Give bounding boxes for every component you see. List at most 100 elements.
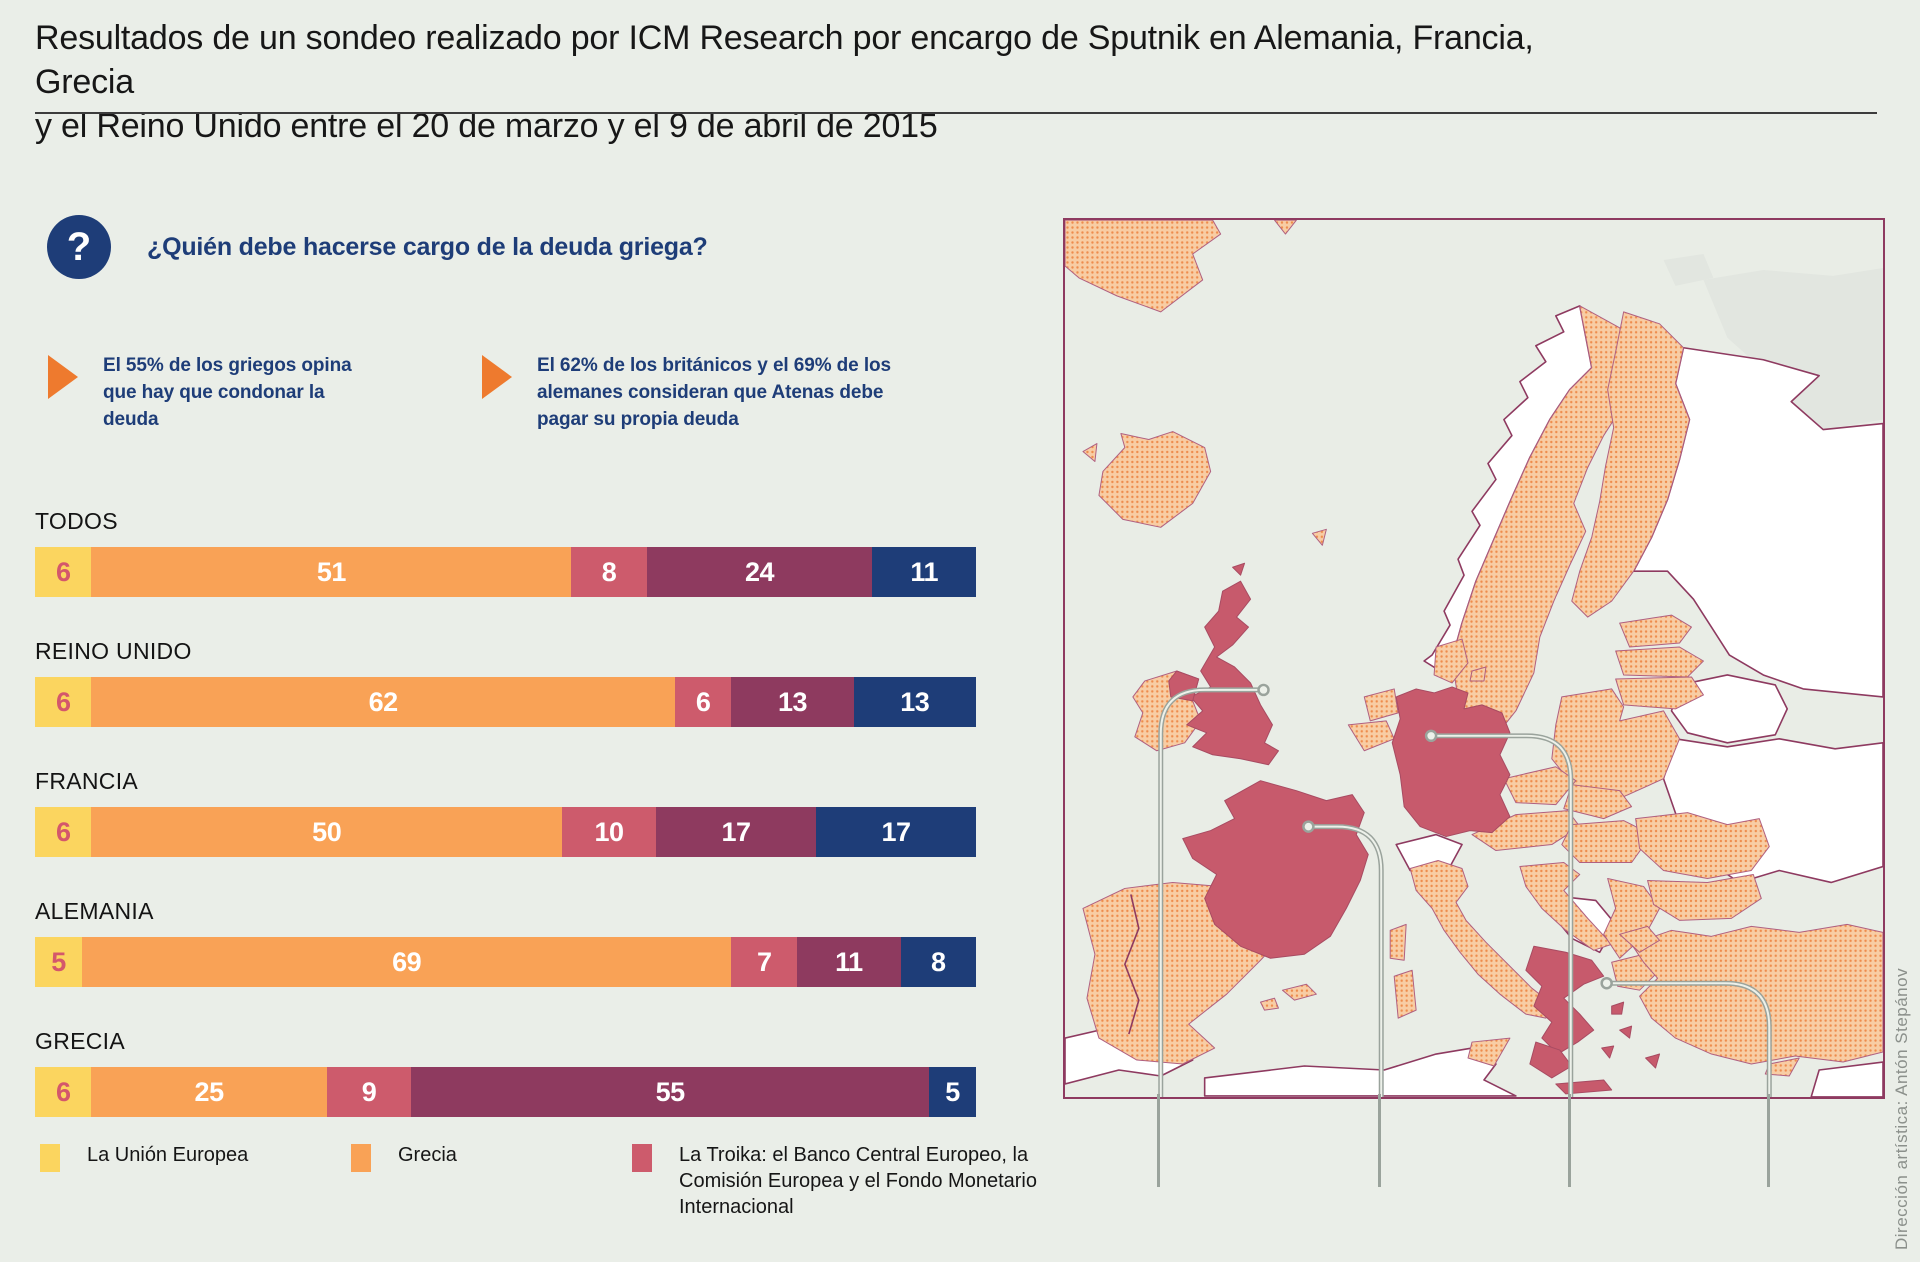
bar-segment: 62 (91, 677, 675, 727)
bar-segment-value: 7 (756, 946, 772, 977)
legend-item-eu: La Unión Europea (40, 1142, 248, 1172)
stacked-bar: 6 62 6 13 13 (35, 677, 976, 727)
page-title-line-1: Resultados de un sondeo realizado por IC… (35, 19, 1534, 101)
bar-category-label: GRECIA (35, 1028, 125, 1054)
bar-segment-value: 24 (745, 556, 775, 587)
bar-group: REINO UNIDO 6 62 6 13 13 (35, 638, 976, 727)
map-callout-dot-germany (1424, 729, 1438, 743)
bar-segment-value: 5 (945, 1076, 960, 1107)
bar-segment: 6 (35, 807, 92, 857)
legend-item-grecia: Grecia (351, 1142, 457, 1172)
bar-segment: 7 (731, 937, 798, 987)
bar-segment: 6 (35, 547, 92, 597)
bar-category-label: REINO UNIDO (35, 638, 192, 664)
map-country-netherlands (1363, 688, 1399, 722)
bar-segment-value: 10 (594, 816, 624, 847)
bar-segment-value: 17 (721, 816, 752, 847)
bar-segment-value: 13 (777, 686, 808, 717)
stacked-bar: 5 69 7 11 8 (35, 937, 976, 987)
map-country-romania (1635, 812, 1770, 879)
page-title: Resultados de un sondeo realizado por IC… (35, 16, 1555, 148)
map-country-greece (1525, 945, 1605, 1055)
legend-label: Grecia (398, 1144, 457, 1166)
bar-segment: 5 (928, 1067, 976, 1117)
legend-label: La Unión Europea (87, 1144, 249, 1166)
arrow-right-icon (48, 355, 78, 399)
bar-segment-value: 6 (695, 686, 711, 717)
bar-segment: 6 (35, 1067, 92, 1117)
bar-segment-value: 6 (55, 556, 71, 587)
question-mark-glyph: ? (66, 224, 92, 269)
bar-segment: 69 (82, 937, 732, 987)
bar-segment-value: 9 (361, 1076, 377, 1107)
callout-british-germans: El 62% de los británicos y el 69% de los… (537, 355, 891, 430)
bar-segment-value: 69 (392, 946, 422, 977)
page-title-line-2: y el Reino Unido entre el 20 de marzo y … (35, 107, 938, 145)
bar-segment: 5 (35, 937, 83, 987)
bar-segment: 13 (731, 677, 854, 727)
stacked-bar: 6 25 9 55 5 (35, 1067, 976, 1117)
bar-segment: 51 (91, 547, 572, 597)
bar-segment-value: 62 (368, 686, 399, 717)
bar-segment-value: 6 (55, 1076, 71, 1107)
map-pale-northeast (1663, 253, 1883, 430)
bar-segment: 13 (853, 677, 976, 727)
bar-segment-value: 50 (312, 816, 342, 847)
map-callout-dot-uk (1257, 683, 1270, 697)
bar-group: GRECIA 6 25 9 55 5 (35, 1028, 976, 1117)
bar-segment: 17 (656, 807, 817, 857)
map-country-latvia (1615, 646, 1704, 678)
bar-segment-value: 8 (931, 946, 946, 977)
map-country-uk (1186, 580, 1279, 766)
map-country-germany (1391, 686, 1511, 838)
europe-map (1063, 218, 1885, 1100)
question-mark-icon: ? (47, 215, 111, 279)
map-country-lithuania (1615, 676, 1704, 710)
bar-group: FRANCIA 6 50 10 17 17 (35, 768, 976, 857)
bar-segment-value: 51 (316, 556, 347, 587)
bar-segment-value: 17 (881, 816, 911, 847)
legend-item-troika: La Troika: el Banco Central Europeo, la … (632, 1142, 1052, 1220)
map-country-hungary (1561, 820, 1653, 863)
bar-group: ALEMANIA 5 69 7 11 8 (35, 898, 976, 987)
bar-segment-value: 13 (900, 686, 930, 717)
map-country-iceland (1098, 431, 1212, 528)
header-divider (35, 112, 1877, 114)
legend-swatch-troika (632, 1144, 652, 1172)
infographic-page: { "page": { "background": "#eaeee8" }, "… (35, 16, 1911, 1250)
map-callout-lines (1158, 683, 1772, 1100)
bar-segment: 8 (571, 547, 647, 597)
legend: La Unión Europea Grecia La Troika: el Ba… (35, 1142, 1135, 1262)
bars: TODOS 6 51 8 24 11 REINO UNIDO 6 62 6 13 13 FRANCIA 6… (35, 508, 976, 1158)
map-leader-line-france (1378, 1094, 1381, 1187)
map-callout-dot-greece (1600, 976, 1613, 990)
bar-segment: 55 (411, 1067, 929, 1117)
bar-segment-value: 25 (194, 1076, 225, 1107)
map-country-estonia (1619, 614, 1692, 648)
legend-swatch-eu (40, 1144, 60, 1172)
bar-category-label: TODOS (35, 508, 118, 534)
map-border-portugal-spain (1123, 894, 1140, 1035)
bar-segment: 11 (797, 937, 901, 987)
map-non-eu (1064, 305, 1884, 1098)
stacked-bar: 6 50 10 17 17 (35, 807, 976, 857)
map-leader-line-germany (1568, 1094, 1571, 1187)
map-callout-dot-france (1302, 820, 1315, 833)
legend-swatch-grecia (351, 1144, 371, 1172)
bar-segment: 24 (646, 547, 873, 597)
bar-segment-value: 6 (55, 686, 71, 717)
europe-map-svg (1064, 219, 1884, 1100)
credit-text: Dirección artística: Antón Stepánov (1892, 967, 1911, 1250)
bar-segment-value: 8 (601, 556, 617, 587)
map-country-denmark (1433, 638, 1469, 684)
stacked-bar: 6 51 8 24 11 (35, 547, 976, 597)
map-country-poland (1551, 688, 1680, 798)
bar-segment: 11 (872, 547, 976, 597)
map-country-switzerland (1395, 833, 1463, 872)
bar-segment-value: 5 (51, 946, 66, 977)
bar-segment: 8 (900, 937, 976, 987)
map-country-slovakia (1563, 784, 1633, 820)
bar-segment: 10 (561, 807, 657, 857)
bar-segment: 17 (816, 807, 976, 857)
bar-segment-value: 11 (910, 556, 938, 587)
